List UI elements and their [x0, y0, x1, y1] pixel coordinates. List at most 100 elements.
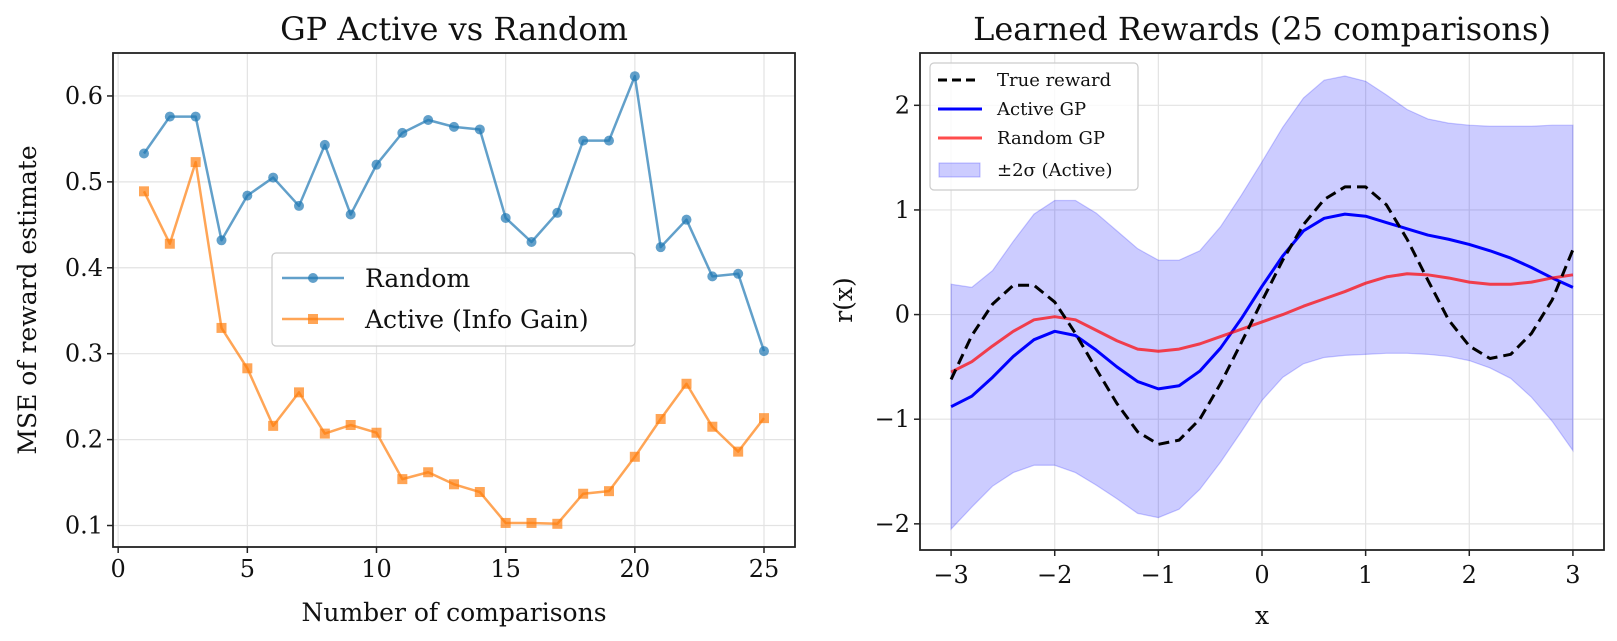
- data-point-active: [268, 420, 279, 431]
- left-x-tick-label: 20: [620, 555, 651, 583]
- left-y-tick-label: 0.2: [65, 426, 103, 454]
- data-point-random: [423, 115, 434, 126]
- legend-marker-active: [308, 314, 318, 324]
- left-y-tick-label: 0.4: [65, 254, 103, 282]
- data-point-random: [139, 148, 149, 159]
- data-point-random: [242, 190, 253, 201]
- right-series: [949, 185, 1575, 446]
- data-point-random: [268, 172, 279, 183]
- data-point-active: [216, 322, 227, 333]
- data-point-active: [294, 387, 304, 398]
- left-y-tick-label: 0.6: [65, 82, 103, 110]
- left-y-axis-label: MSE of reward estimate: [13, 145, 42, 454]
- legend-label-band: ±2σ (Active): [997, 160, 1112, 181]
- random-gp-line: [950, 272, 1574, 374]
- right-y-axis-label: r(x): [829, 277, 858, 323]
- data-point-active: [655, 413, 666, 424]
- data-point-active: [552, 518, 563, 529]
- data-point-random: [474, 124, 485, 135]
- left-legend: Random Active (Info Gain): [271, 252, 636, 347]
- true-reward-line: [949, 185, 1575, 446]
- left-series: [139, 71, 769, 529]
- data-point-random: [397, 127, 408, 138]
- data-point-random: [164, 111, 175, 122]
- right-y-tick-label: −1: [875, 405, 910, 433]
- data-point-random: [526, 237, 537, 248]
- data-point-active: [345, 420, 356, 431]
- data-point-active: [733, 446, 744, 457]
- data-point-random: [449, 121, 459, 132]
- right-y-tick-label: 0: [895, 301, 910, 329]
- data-point-random: [578, 135, 589, 146]
- right-legend-box: [929, 62, 1139, 191]
- data-point-random: [759, 346, 769, 357]
- left-x-tick-label: 25: [749, 555, 780, 583]
- legend-label-active-gp: Active GP: [996, 99, 1086, 120]
- data-point-active: [164, 238, 175, 249]
- data-point-active: [242, 363, 253, 374]
- data-point-random: [707, 271, 718, 282]
- data-point-random: [604, 135, 614, 146]
- right-y-tick-label: 1: [895, 196, 910, 224]
- data-point-active: [139, 186, 149, 197]
- left-y-tick-label: 0.5: [65, 168, 103, 196]
- left-x-tick-label: 5: [240, 555, 255, 583]
- data-point-random: [345, 209, 356, 220]
- data-point-active: [474, 487, 485, 498]
- data-point-active: [500, 517, 511, 528]
- right-band-area: [950, 75, 1574, 531]
- left-x-tick-label: 10: [361, 555, 392, 583]
- data-point-active: [319, 428, 330, 439]
- legend-marker-random: [308, 273, 318, 283]
- right-x-tick-label: 3: [1565, 561, 1580, 589]
- data-point-random: [552, 207, 563, 218]
- right-chart-title: Learned Rewards (25 comparisons): [973, 10, 1551, 48]
- data-point-active: [397, 474, 408, 485]
- data-point-active: [604, 486, 614, 497]
- data-point-active: [423, 467, 434, 478]
- data-point-active: [578, 488, 589, 499]
- left-chart-title: GP Active vs Random: [280, 10, 628, 48]
- data-point-random: [371, 159, 382, 170]
- left-ticks: 0 5 10 15 20 25 0.1 0.2 0.3 0.4 0.5 0.6: [65, 82, 779, 583]
- data-point-active: [707, 421, 718, 432]
- right-x-tick-label: −2: [1037, 561, 1072, 589]
- data-point-active: [190, 157, 201, 168]
- left-x-tick-label: 0: [111, 555, 126, 583]
- data-point-random: [216, 235, 227, 246]
- data-point-random: [319, 139, 330, 150]
- legend-label-active: Active (Info Gain): [364, 305, 589, 334]
- left-axes-frame: [112, 52, 796, 548]
- data-point-active: [449, 479, 459, 490]
- right-x-tick-label: 0: [1254, 561, 1269, 589]
- data-point-random: [294, 200, 304, 211]
- right-x-tick-label: 2: [1462, 561, 1477, 589]
- right-x-tick-label: 1: [1358, 561, 1373, 589]
- legend-label-true-reward: True reward: [997, 70, 1111, 91]
- left-chart: GP Active vs Random 0 5 10 15 20 250.10.20.30…: [13, 10, 796, 627]
- left-y-tick-label: 0.1: [65, 512, 103, 540]
- data-point-active: [681, 378, 692, 389]
- data-point-active: [371, 427, 382, 438]
- right-y-tick-label: 2: [895, 91, 910, 119]
- left-y-tick-label: 0.3: [65, 340, 103, 368]
- legend-label-random: Random: [365, 264, 470, 293]
- legend-label-random-gp: Random GP: [997, 128, 1105, 149]
- right-x-tick-label: −1: [1141, 561, 1176, 589]
- data-point-active: [759, 413, 769, 424]
- data-point-active: [526, 517, 537, 528]
- data-point-random: [500, 212, 511, 223]
- left-x-tick-label: 15: [490, 555, 521, 583]
- right-legend: True reward Active GP Random GP ±2σ (Act…: [929, 62, 1139, 191]
- data-point-random: [681, 214, 692, 225]
- data-point-active: [629, 451, 640, 462]
- data-point-random: [629, 71, 640, 82]
- right-chart: Learned Rewards (25 comparisons) −3 −2 −1 0…: [829, 10, 1605, 630]
- uncertainty-band: [950, 75, 1574, 531]
- right-ticks: −3 −2 −1 0 1 2 3 −2 −1 0 1 2: [875, 91, 1581, 589]
- legend-patch-band: [938, 162, 981, 178]
- right-x-axis-label: x: [1255, 601, 1269, 630]
- left-x-axis-label: Number of comparisons: [301, 598, 606, 627]
- right-x-tick-label: −3: [933, 561, 968, 589]
